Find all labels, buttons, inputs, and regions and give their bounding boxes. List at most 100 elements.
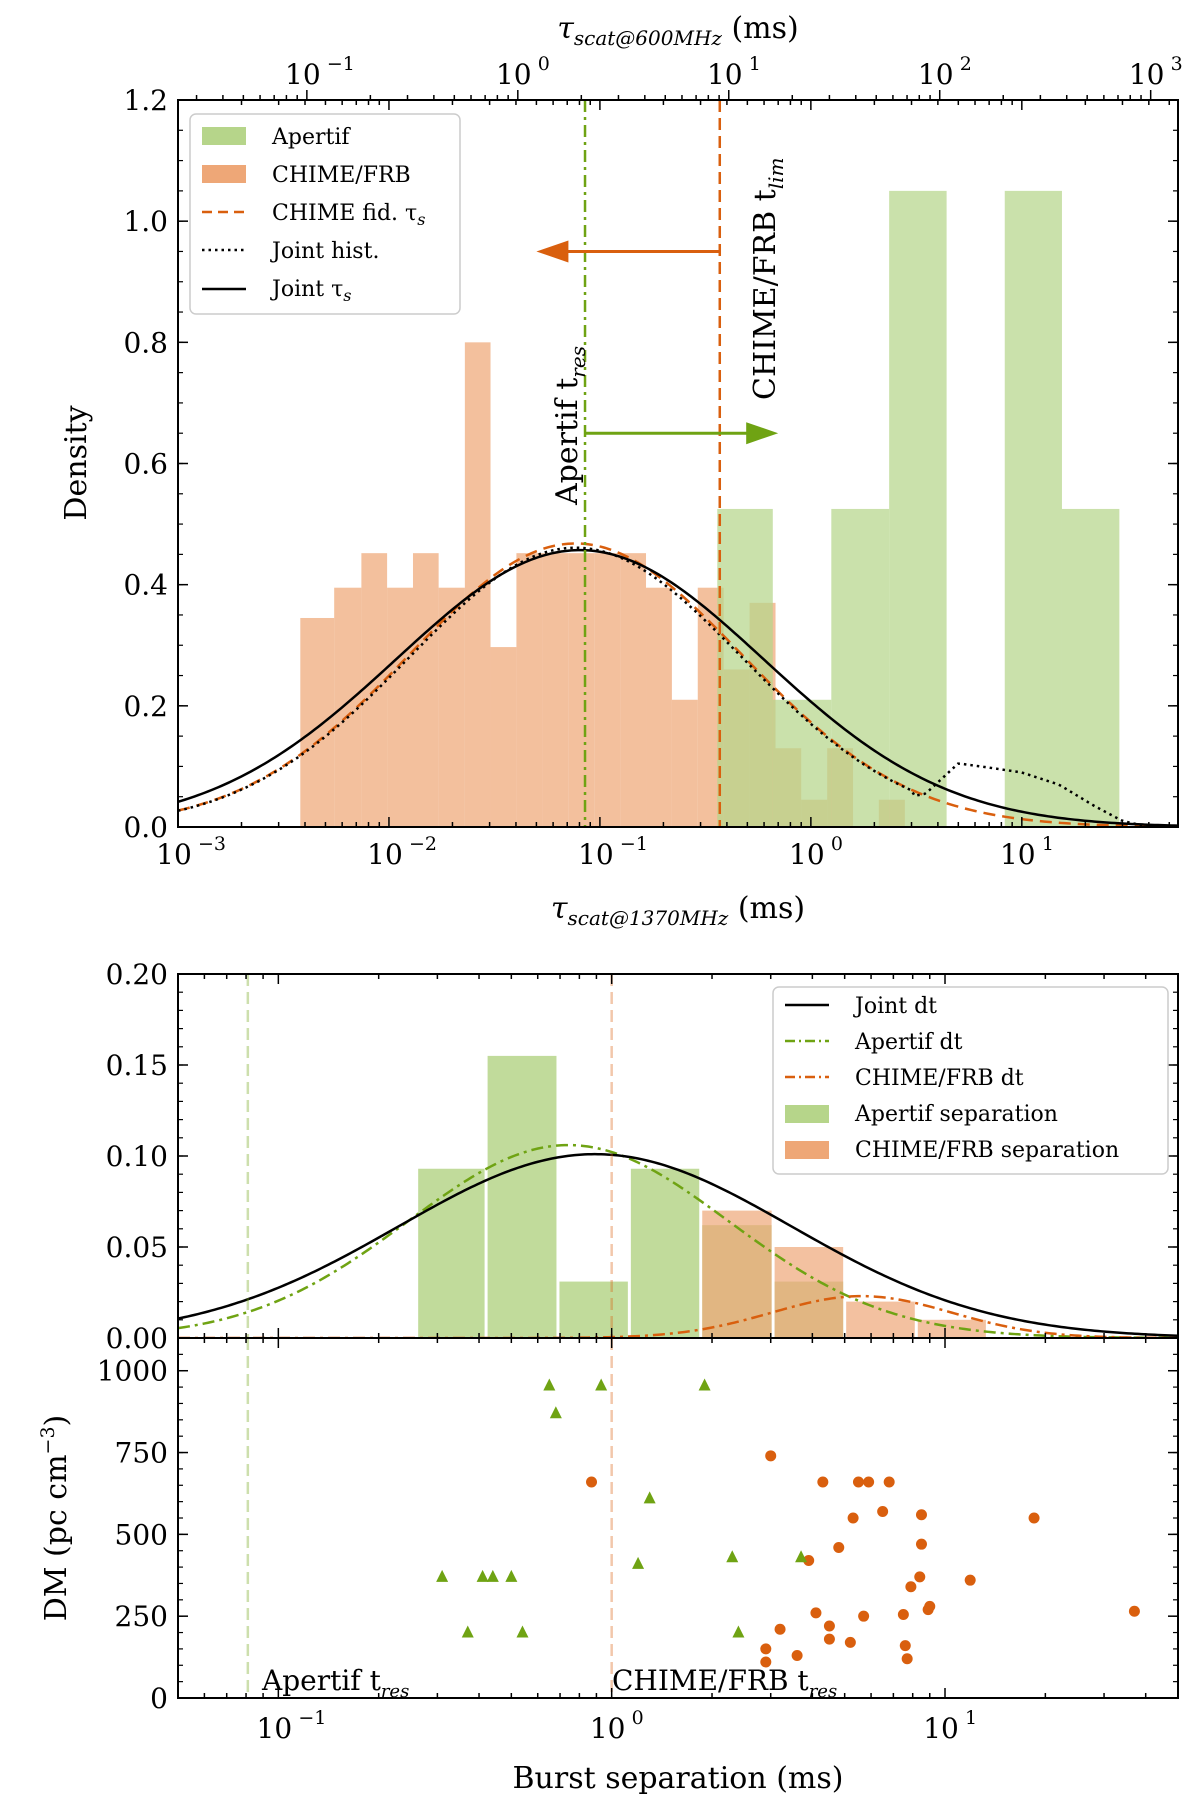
- chime-dm-point: [765, 1450, 777, 1462]
- chime-tlim-label: CHIME/FRB tlim: [748, 158, 788, 401]
- chime-dm-point: [897, 1609, 909, 1621]
- mid-yaxis-label: 0.05: [106, 1231, 168, 1264]
- chime-tres-bottom-label: CHIME/FRB tres: [612, 1664, 837, 1702]
- legend-chime-swatch: [202, 165, 246, 183]
- legend-apertif-sep-swatch: [785, 1105, 829, 1123]
- chime-dm-point: [915, 1538, 927, 1550]
- dm-scatter-points: [246, 1338, 1140, 1698]
- apertif-separation-bar: [630, 1168, 700, 1338]
- top-secondary-label: 10: [918, 58, 954, 91]
- apertif-dm-point: [543, 1378, 556, 1391]
- mid-yaxis-label: 0.00: [106, 1322, 168, 1355]
- chime-separation-bar: [774, 1247, 844, 1338]
- chime-dm-point: [823, 1620, 835, 1632]
- apertif-dm-point: [726, 1550, 739, 1563]
- chime-dm-point: [803, 1555, 815, 1567]
- apertif-dm-point: [595, 1378, 608, 1391]
- top-curves: [178, 100, 1178, 827]
- bottom-yaxis-label: 1000: [97, 1355, 168, 1388]
- top-xaxis-label-exponent: −3: [198, 833, 226, 855]
- chime-dm-point: [823, 1633, 835, 1645]
- legend-joint: Joint τs: [270, 277, 352, 305]
- apertif-separation-bar: [418, 1168, 485, 1338]
- mid-yaxis-label: 0.10: [106, 1140, 168, 1173]
- chime-scattering-bar: [300, 617, 335, 827]
- top-secondary-label-exponent: 2: [960, 53, 972, 75]
- chime-dm-point: [901, 1653, 913, 1665]
- legend-chime-dt: CHIME/FRB dt: [855, 1066, 1024, 1091]
- chime-scattering-bar: [438, 587, 465, 827]
- top-xaxis-label: 10: [578, 838, 614, 871]
- legend-chime-fid: CHIME fid. τs: [272, 201, 425, 229]
- chime-dm-point: [844, 1636, 856, 1648]
- top-xaxis-label: 10: [156, 838, 192, 871]
- chime-dm-point: [847, 1512, 859, 1524]
- apertif-scattering-bar: [831, 508, 890, 827]
- apertif-tres-label: Apertif tres: [550, 346, 590, 506]
- mid-yaxis-label: 0.20: [106, 958, 168, 991]
- mid-curves: [178, 974, 1178, 1338]
- top-xaxis-label: 10: [367, 838, 403, 871]
- top-axis-ticks: 10 −3 10 −2 10 −1 10 0 10 1 10 −1 10 0 10 1 10 2 10 3 0.0 0.2…: [123, 53, 1182, 871]
- chime-dm-point: [586, 1476, 598, 1488]
- top-xaxis-label-exponent: 0: [831, 833, 843, 855]
- top-secondary-label: 10: [1129, 58, 1165, 91]
- bottom-xaxis-label-exponent: −1: [298, 1707, 326, 1729]
- bottom-yaxis-label: 0: [150, 1682, 168, 1715]
- legend-apertif-separation: Apertif separation: [854, 1102, 1058, 1127]
- bottom-ylabel: DM (pc cm−3): [37, 1415, 74, 1622]
- mid-yaxis-label: 0.15: [106, 1049, 168, 1082]
- chime-dm-point: [760, 1643, 772, 1655]
- top-legend: Apertif CHIME/FRB CHIME fid. τs Joint hi…: [189, 113, 461, 315]
- bottom-yaxis-label: 250: [115, 1600, 168, 1633]
- apertif-dm-point: [698, 1378, 711, 1391]
- top-secondary-label: 10: [496, 58, 532, 91]
- top-yaxis-label: 0.0: [123, 811, 168, 844]
- top-yaxis-label: 0.8: [123, 326, 168, 359]
- apertif-dm-point: [732, 1625, 745, 1638]
- joint-hist-curve: [178, 546, 1178, 827]
- apertif-dm-point: [476, 1569, 489, 1582]
- joint-dt-curve: [178, 1152, 1178, 1337]
- bottom-yaxis-label: 750: [115, 1437, 168, 1470]
- burst-separation-histogram-panel: 0.00 0.05 0.10 0.15 0.20 Joint dt Apertif dt…: [106, 958, 1179, 1355]
- apertif-dm-point: [516, 1625, 529, 1638]
- top-secondary-label-exponent: 3: [1171, 53, 1183, 75]
- chime-dm-point: [1128, 1605, 1140, 1617]
- chime-dm-point: [810, 1607, 822, 1619]
- apertif-dm-point: [505, 1569, 518, 1582]
- bottom-xaxis-label: 10: [590, 1712, 626, 1745]
- apertif-scattering-bar: [1004, 190, 1062, 827]
- chime-dt-curve: [178, 1294, 1178, 1338]
- chime-scattering-bar: [620, 553, 647, 827]
- top-yaxis-label: 1.0: [123, 205, 168, 238]
- top-secondary-label-exponent: −1: [327, 53, 355, 75]
- top-yaxis-label: 0.4: [123, 569, 168, 602]
- apertif-dm-point: [549, 1406, 562, 1419]
- chime-dm-point: [774, 1623, 786, 1635]
- mid-legend: Joint dt Apertif dt CHIME/FRB dt Apertif…: [772, 986, 1169, 1175]
- apertif-tres-bottom-label: Apertif tres: [261, 1664, 409, 1702]
- legend-joint-hist: Joint hist.: [270, 239, 379, 264]
- mid-histogram-bars: [418, 1055, 986, 1338]
- apertif-separation-bar: [487, 1055, 557, 1338]
- chime-separation-bar: [702, 1210, 772, 1338]
- bottom-xaxis-label: 10: [923, 1712, 959, 1745]
- legend-apertif-dt: Apertif dt: [854, 1030, 963, 1055]
- top-secondary-label-exponent: 0: [538, 53, 550, 75]
- chime-scattering-bar: [412, 553, 439, 827]
- apertif-separation-bar: [559, 1281, 628, 1338]
- chime-scattering-bar: [594, 553, 621, 827]
- chime-scattering-bar: [516, 553, 543, 827]
- chime-scattering-bar: [387, 587, 413, 827]
- scattering-time-panel: 10 −3 10 −2 10 −1 10 0 10 1 10 −1 10 0 10 1 10 2 10 3 0.0 0.2…: [59, 11, 1183, 930]
- chime-dm-point: [817, 1476, 829, 1488]
- chime-dm-point: [760, 1656, 772, 1668]
- bottom-yaxis-label: 500: [115, 1518, 168, 1551]
- chime-dm-point: [914, 1571, 926, 1583]
- apertif-dm-point: [436, 1569, 449, 1582]
- chime-scattering-bar: [671, 699, 698, 827]
- top-plot-frame: [177, 99, 1179, 828]
